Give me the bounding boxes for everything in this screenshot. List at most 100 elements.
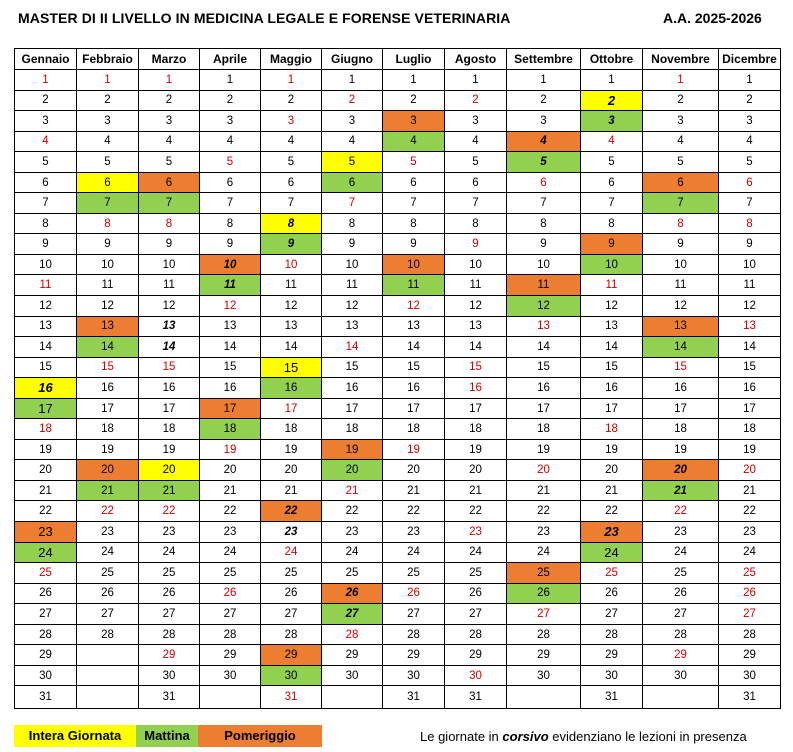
day-cell: 1	[260, 69, 322, 91]
day-cell: 17	[718, 397, 781, 420]
day-cell: 2	[580, 89, 643, 112]
day-cell: 23	[506, 521, 581, 543]
day-cell: 29	[444, 644, 507, 666]
day-cell: 9	[444, 233, 507, 255]
day-row: 29 29 29 29 29 29 29 29 29 29 29	[14, 644, 781, 666]
day-cell: 10	[260, 253, 322, 276]
day-cell: 4	[580, 130, 643, 153]
day-cell: 8	[260, 212, 322, 235]
day-cell: 17	[14, 397, 77, 420]
day-cell: 9	[506, 233, 581, 255]
day-cell: 12	[506, 295, 581, 317]
day-cell: 28	[260, 623, 322, 646]
day-cell: 23	[76, 521, 139, 543]
day-cell: 20	[138, 459, 200, 481]
day-cell: 29	[199, 644, 261, 666]
day-cell: 8	[718, 212, 781, 235]
day-cell: 7	[321, 192, 383, 214]
day-cell: 21	[138, 479, 200, 502]
day-cell: 15	[580, 356, 643, 379]
day-cell: 6	[580, 171, 643, 194]
day-cell: 3	[76, 110, 139, 132]
day-cell: 5	[382, 151, 445, 173]
day-cell: 18	[718, 418, 781, 440]
day-cell: 14	[199, 336, 261, 358]
day-cell: 7	[718, 192, 781, 214]
month-header-dicembre: Dicembre	[718, 48, 781, 70]
day-cell: 13	[382, 315, 445, 338]
day-cell: 20	[199, 459, 261, 481]
day-cell: 13	[260, 315, 322, 338]
day-cell: 10	[199, 253, 261, 276]
day-cell: 19	[321, 438, 383, 461]
day-cell: 26	[382, 582, 445, 605]
day-cell: 19	[580, 438, 643, 461]
day-cell: 22	[199, 500, 261, 523]
day-cell: 23	[14, 521, 77, 543]
day-cell: 1	[506, 69, 581, 91]
day-cell: 8	[199, 212, 261, 235]
academic-year: A.A. 2025-2026	[663, 10, 762, 26]
day-cell: 6	[138, 171, 200, 194]
day-cell: 20	[580, 459, 643, 481]
day-cell: 9	[580, 233, 643, 255]
day-cell: 10	[642, 253, 719, 276]
day-cell: 15	[199, 356, 261, 379]
day-cell: 21	[642, 479, 719, 502]
day-cell: 18	[382, 418, 445, 440]
day-cell: 17	[260, 397, 322, 420]
day-cell: 24	[260, 541, 322, 564]
legend-mattina: Mattina	[136, 725, 198, 747]
day-cell: 31	[14, 685, 77, 710]
day-cell: 8	[138, 212, 200, 235]
day-cell: 12	[642, 295, 719, 317]
day-cell: 28	[718, 623, 781, 646]
day-cell: 7	[14, 192, 77, 214]
day-cell: 31	[444, 685, 507, 710]
day-row: 31 31 31 31 31 31 31	[14, 685, 781, 710]
month-header-marzo: Marzo	[138, 48, 200, 70]
day-cell: 17	[642, 397, 719, 420]
day-cell: 4	[382, 130, 445, 153]
day-cell: 28	[14, 623, 77, 646]
day-cell: 26	[718, 582, 781, 605]
day-cell: 30	[642, 664, 719, 687]
day-cell: 3	[199, 110, 261, 132]
day-cell: 6	[444, 171, 507, 194]
day-cell: 27	[138, 603, 200, 625]
day-cell: 2	[718, 89, 781, 112]
day-cell: 28	[506, 623, 581, 646]
day-cell: 29	[14, 644, 77, 666]
day-cell: 18	[506, 418, 581, 440]
day-cell: 7	[76, 192, 139, 214]
day-cell: 11	[14, 274, 77, 297]
day-cell: 22	[260, 500, 322, 523]
day-cell: 12	[580, 295, 643, 317]
day-cell: 1	[382, 69, 445, 91]
day-cell: 11	[260, 274, 322, 297]
day-cell: 23	[138, 521, 200, 543]
day-cell: 26	[76, 582, 139, 605]
day-cell: 5	[199, 151, 261, 173]
day-cell: 27	[76, 603, 139, 625]
day-cell: 22	[580, 500, 643, 523]
day-cell: 4	[506, 130, 581, 153]
day-cell: 20	[506, 459, 581, 481]
day-cell: 6	[321, 171, 383, 194]
day-cell: 16	[260, 377, 322, 399]
month-header-maggio: Maggio	[260, 48, 322, 70]
day-cell: 7	[444, 192, 507, 214]
day-cell: 7	[642, 192, 719, 214]
day-cell: 14	[14, 336, 77, 358]
day-cell: 4	[199, 130, 261, 153]
day-cell: 30	[260, 664, 322, 687]
day-cell: 2	[199, 89, 261, 112]
day-row: 22 22 22 22 22 22 22 22 22 22 22 22	[14, 500, 781, 523]
day-cell: 14	[642, 336, 719, 358]
day-cell: 17	[76, 397, 139, 420]
day-row: 10 10 10 10 10 10 10 10 10 10 10 10	[14, 253, 781, 276]
day-cell: 2	[642, 89, 719, 112]
day-cell: 21	[76, 479, 139, 502]
day-cell: 6	[506, 171, 581, 194]
